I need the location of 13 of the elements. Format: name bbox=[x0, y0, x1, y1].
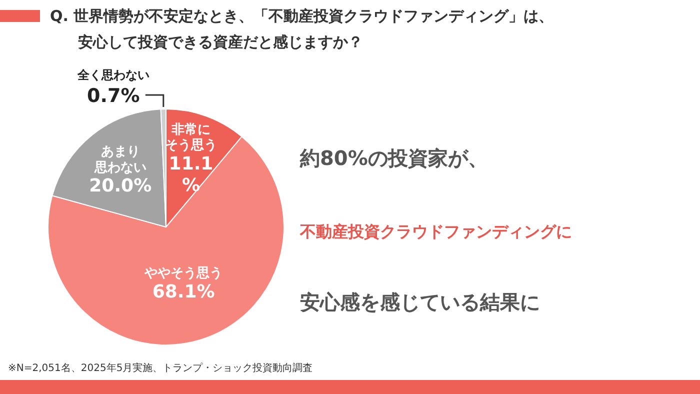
data-label: 20.0% bbox=[89, 176, 152, 197]
text: 約80%の投資家が、 bbox=[299, 146, 488, 170]
slice-label: 全く思わない bbox=[76, 68, 150, 82]
text: 不動産投資クラウドファンディングに bbox=[299, 222, 572, 241]
slice-label: ややそう思う bbox=[144, 266, 223, 282]
slice-label: あまり思わない bbox=[93, 144, 146, 176]
data-label: 11.1% bbox=[168, 153, 214, 196]
text: ※N=2,051名、2025年5月実施、トランプ・ショック投資動向調査 bbox=[8, 362, 313, 374]
text: 安心感を感じている結果に bbox=[300, 290, 540, 314]
data-label: 68.1% bbox=[152, 281, 215, 302]
slice-label: 非常にそう思う bbox=[165, 122, 218, 153]
chart-title: Q. 世界情勢が不安定なとき、「不動産投資クラウドファンディング」は、安心して投資できる資産だと感じますか？ bbox=[50, 7, 554, 51]
data-label: 0.7% bbox=[87, 85, 140, 108]
